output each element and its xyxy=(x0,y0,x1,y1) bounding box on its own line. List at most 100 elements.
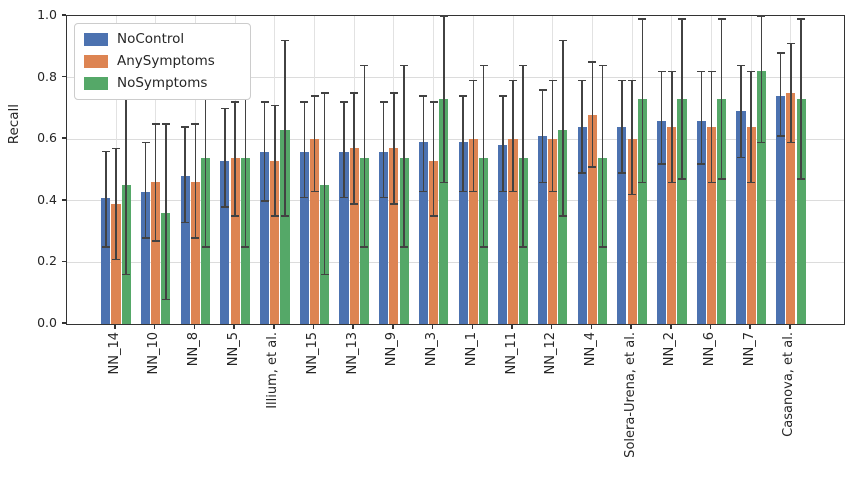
error-bar xyxy=(115,148,117,260)
error-bar-cap xyxy=(548,79,557,82)
error-bar xyxy=(125,93,127,275)
bar-nosymptoms-nn-6 xyxy=(717,99,727,324)
error-bar xyxy=(184,126,186,223)
error-bar-cap xyxy=(509,79,517,82)
error-bar-cap xyxy=(667,181,676,184)
x-tick xyxy=(114,324,116,329)
error-bar-cap xyxy=(519,246,528,248)
x-tick-label: NN_14 xyxy=(106,332,122,375)
x-tick xyxy=(352,324,354,329)
bar-nosymptoms-nn-12 xyxy=(558,129,568,324)
x-tick-label: NN_2 xyxy=(662,332,678,367)
bar-nosymptoms-solera-urena-et-al- xyxy=(637,99,647,324)
error-bar-cap xyxy=(419,95,428,97)
bar-anysymptoms-nn-1 xyxy=(468,139,478,324)
error-bar-cap xyxy=(598,246,607,248)
x-tick-label: NN_9 xyxy=(384,332,400,367)
error-bar xyxy=(154,123,157,241)
error-bar xyxy=(700,71,703,164)
error-bar-cap xyxy=(578,79,587,82)
error-bar-cap xyxy=(112,147,120,150)
error-bar xyxy=(144,142,147,238)
bar-anysymptoms-nn-5 xyxy=(230,157,240,324)
error-bar-cap xyxy=(161,123,170,125)
error-bar xyxy=(591,62,594,167)
x-tick-label: NN_15 xyxy=(305,332,320,375)
legend-item: NoSymptoms xyxy=(84,76,240,91)
error-bar-cap xyxy=(161,298,170,301)
legend-item: NoControl xyxy=(84,32,240,47)
bar-anysymptoms-nn-10 xyxy=(151,182,161,324)
error-bar-cap xyxy=(617,172,626,174)
error-bar xyxy=(631,80,633,195)
error-bar xyxy=(740,65,742,158)
error-bar-cap xyxy=(429,215,438,217)
x-tick-label: NN_1 xyxy=(463,332,479,367)
error-bar-cap xyxy=(360,246,369,248)
error-bar-cap xyxy=(350,203,359,205)
error-bar-cap xyxy=(797,18,806,20)
error-bar-cap xyxy=(498,190,507,193)
x-tick xyxy=(590,324,593,329)
error-bar-cap xyxy=(538,89,547,91)
error-bar-cap xyxy=(548,190,557,193)
error-bar-cap xyxy=(439,15,448,17)
error-bar xyxy=(482,65,485,247)
error-bar xyxy=(244,65,247,247)
error-bar-cap xyxy=(181,221,190,224)
y-tick-label: 0.0 xyxy=(37,315,57,330)
y-tick-label: 0.2 xyxy=(37,253,57,269)
x-tick xyxy=(471,324,474,329)
error-bar xyxy=(621,80,623,174)
error-bar-cap xyxy=(479,246,488,248)
error-bar-cap xyxy=(697,163,706,165)
error-bar xyxy=(562,40,564,217)
error-bar xyxy=(274,105,276,217)
error-bar-cap xyxy=(379,196,388,199)
error-bar xyxy=(522,65,524,247)
error-bar xyxy=(502,96,504,192)
error-bar xyxy=(165,123,167,300)
x-tick xyxy=(312,324,315,329)
error-bar-cap xyxy=(151,240,160,242)
plot-area xyxy=(66,15,845,325)
error-bar-cap xyxy=(191,237,200,239)
bar-anysymptoms-nn-6 xyxy=(706,126,717,324)
error-bar-cap xyxy=(310,190,319,193)
error-bar-cap xyxy=(300,196,309,199)
error-bar-cap xyxy=(122,273,131,276)
error-bar xyxy=(393,93,395,204)
error-bar-cap xyxy=(498,95,507,97)
error-bar-cap xyxy=(281,39,289,42)
x-tick-label: NN_12 xyxy=(543,332,559,375)
error-bar xyxy=(472,80,475,192)
bar-anysymptoms-nn-12 xyxy=(548,139,558,324)
error-bar-cap xyxy=(657,70,666,73)
x-tick-label: NN_10 xyxy=(146,332,162,375)
error-bar-cap xyxy=(400,246,409,248)
error-bar-cap xyxy=(141,141,150,144)
bar-nosymptoms-casanova-et-al- xyxy=(796,99,806,324)
error-bar-cap xyxy=(429,101,438,103)
error-bar-cap xyxy=(270,104,279,107)
x-tick xyxy=(789,324,791,329)
error-bar-cap xyxy=(617,79,626,82)
error-bar-cap xyxy=(638,18,647,20)
error-bar-cap xyxy=(737,64,745,67)
bar-anysymptoms-nn-8 xyxy=(190,182,200,324)
error-bar-cap xyxy=(191,123,200,125)
y-tick-label: 0.8 xyxy=(37,68,57,84)
error-bar xyxy=(363,65,366,247)
bar-anysymptoms-nn-9 xyxy=(389,148,399,324)
error-bar xyxy=(551,80,554,192)
y-tick-label: 0.4 xyxy=(37,191,57,207)
error-bar-cap xyxy=(717,178,726,180)
bar-anysymptoms-nn-7 xyxy=(746,126,756,324)
legend-label: AnySymptoms xyxy=(117,53,215,69)
error-bar-cap xyxy=(707,70,716,73)
error-bar-cap xyxy=(638,181,647,184)
error-bar xyxy=(224,108,226,207)
bar-anysymptoms-nn-3 xyxy=(429,160,439,324)
error-bar-cap xyxy=(757,141,766,144)
